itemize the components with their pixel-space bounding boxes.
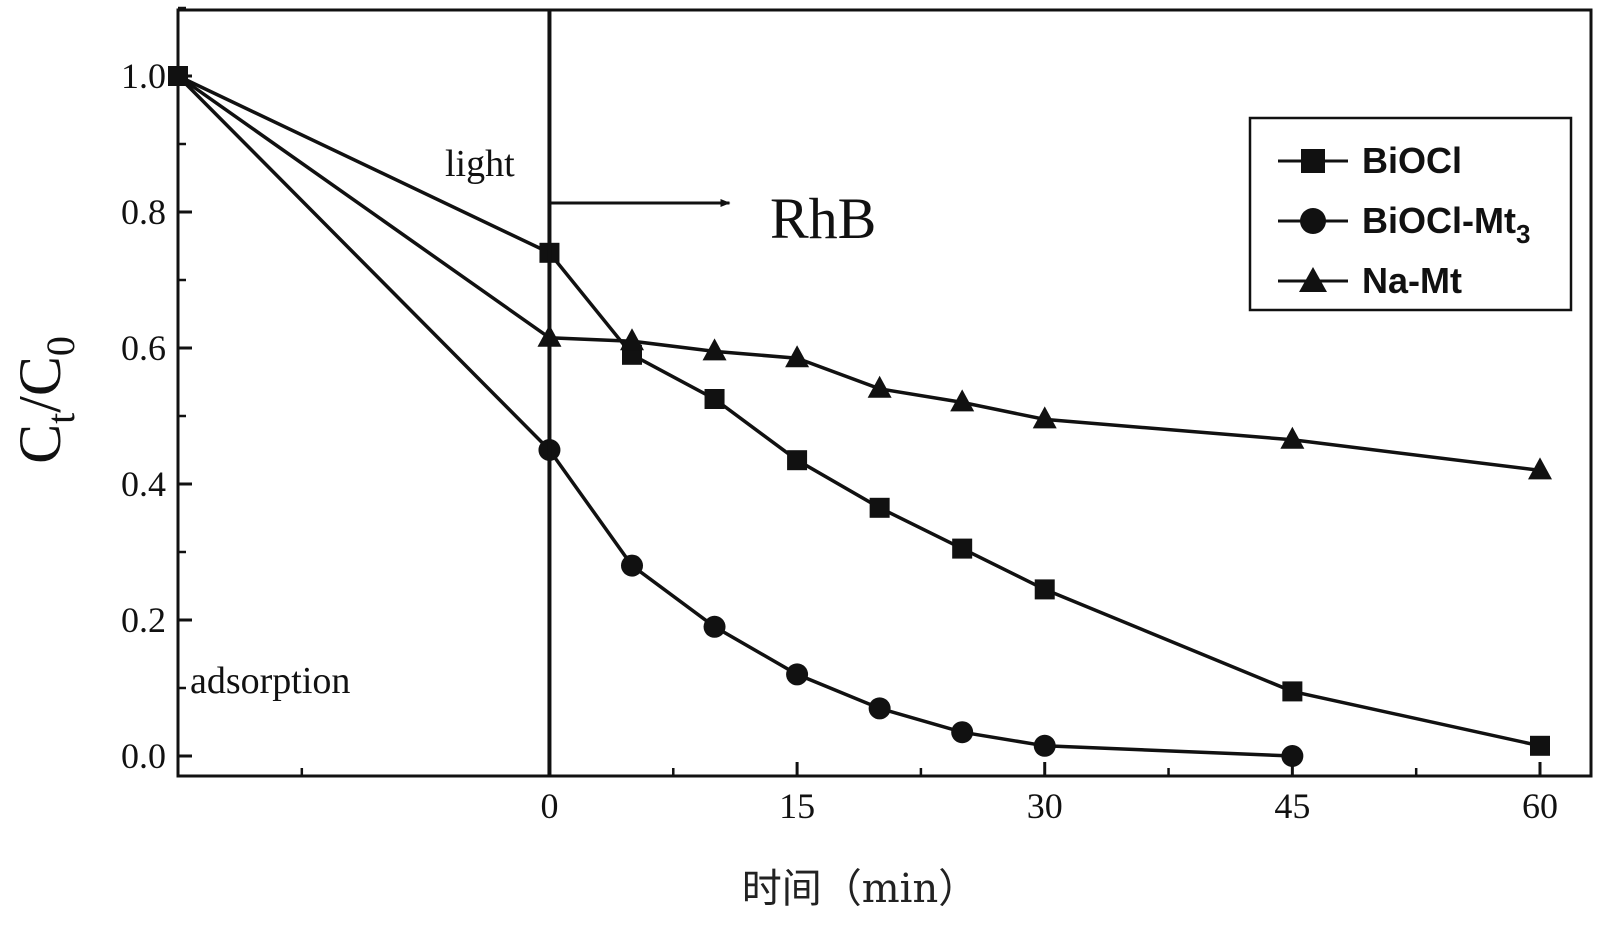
x-axis-label: 时间（min）	[742, 866, 978, 912]
compound-annotation: RhB	[770, 186, 876, 251]
data-point-biocl-mt	[786, 663, 809, 686]
data-point-biocl	[1530, 735, 1550, 756]
legend-label-biocl-mt3: BiOCl-Mt3	[1362, 200, 1530, 249]
data-point-na-mt	[1280, 426, 1305, 449]
x-tick-label-30: 30	[1027, 786, 1063, 826]
x-tick-label-45: 45	[1274, 786, 1310, 826]
data-point-biocl-mt	[621, 554, 643, 577]
data-point-biocl	[952, 538, 973, 559]
x-tick-label-0: 0	[540, 786, 558, 826]
y-tick-label-0.0: 0.0	[121, 736, 166, 776]
legend-label-biocl: BiOCl	[1362, 140, 1462, 181]
data-point-biocl-mt	[951, 721, 974, 744]
data-point-biocl-mt	[703, 615, 726, 638]
x-tick-label-15: 15	[779, 786, 815, 826]
legend-marker-square	[1301, 149, 1325, 173]
y-tick-label-0.6: 0.6	[121, 328, 166, 368]
adsorption-annotation: adsorption	[190, 660, 350, 702]
data-point-biocl	[1034, 579, 1055, 600]
axes: 0 15 30 45 60 0.0 0.2 0.4 0.6 0.8 1.0	[121, 6, 1558, 826]
legend: BiOCl BiOCl-Mt3 Na-Mt	[1248, 116, 1573, 312]
light-annotation: light	[445, 143, 515, 185]
x-tick-label-60: 60	[1522, 786, 1558, 826]
data-point-biocl	[704, 389, 725, 409]
data-point-na-mt	[1032, 406, 1057, 429]
y-tick-label-1.0: 1.0	[121, 56, 166, 96]
data-point-na-mt	[702, 338, 727, 361]
data-point-na-mt	[1528, 457, 1552, 480]
data-point-na-mt	[620, 328, 644, 351]
y-tick-label-0.8: 0.8	[121, 192, 166, 232]
data-point-na-mt	[867, 375, 892, 398]
legend-marker-triangle	[1299, 267, 1327, 292]
data-point-biocl	[787, 450, 808, 471]
y-axis-label: Ct/C0	[7, 336, 83, 464]
legend-marker-circle	[1300, 208, 1326, 234]
data-series	[168, 66, 1552, 767]
data-point-na-mt	[950, 389, 975, 412]
legend-label-na-mt: Na-Mt	[1362, 260, 1462, 301]
series-line-biocl	[177, 74, 1541, 748]
data-point-start	[168, 66, 188, 86]
data-point-biocl-mt	[1033, 734, 1056, 757]
plot-frame	[176, 8, 1593, 778]
data-point-biocl-mt	[868, 697, 891, 720]
series-line-na-mt	[176, 74, 1541, 473]
y-tick-label-0.4: 0.4	[121, 464, 166, 504]
data-point-na-mt	[785, 345, 810, 368]
data-point-biocl	[1282, 681, 1303, 702]
y-tick-label-0.2: 0.2	[121, 600, 166, 640]
data-point-biocl-mt	[1281, 745, 1304, 767]
data-point-biocl	[869, 497, 890, 518]
